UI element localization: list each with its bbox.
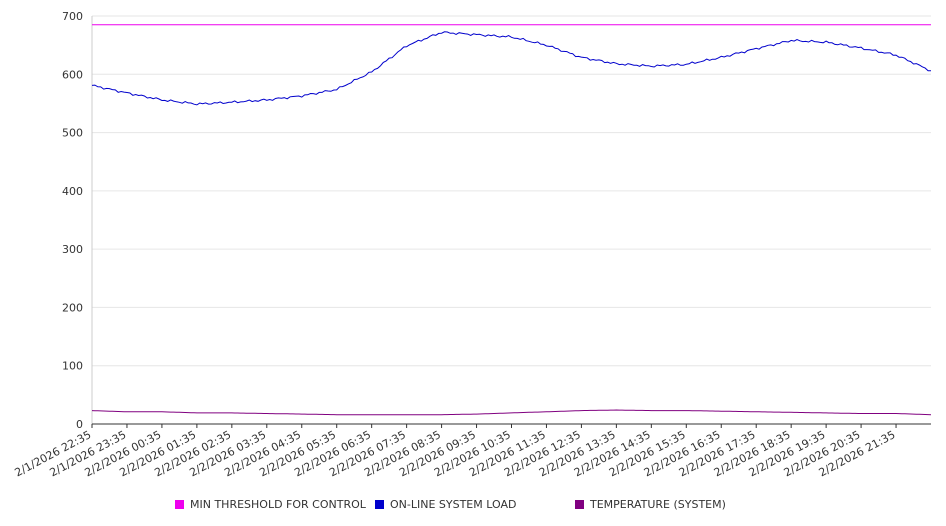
grid-lines — [92, 15, 931, 367]
y-tick-label-100: 100 — [62, 360, 83, 373]
y-tick-label-600: 600 — [62, 68, 83, 81]
y-tick-label-400: 400 — [62, 185, 83, 198]
series-line-on-line-system-load — [91, 31, 932, 106]
legend-swatch-system-load — [375, 500, 384, 509]
y-tick-label-500: 500 — [62, 127, 83, 140]
legend-swatch-temperature — [575, 500, 584, 509]
x-axis-tick-labels: 2/1/2026 22:352/1/2026 23:352/2/2026 00:… — [13, 428, 898, 479]
series-line-temperature-system — [91, 409, 932, 416]
legend-item-temperature[interactable]: TEMPERATURE (SYSTEM) — [575, 498, 726, 511]
legend-label-temperature: TEMPERATURE (SYSTEM) — [590, 498, 726, 511]
y-tick-label-700: 700 — [62, 10, 83, 23]
legend-item-min-threshold[interactable]: MIN THRESHOLD FOR CONTROL — [175, 498, 366, 511]
y-axis-tick-labels: 0 100 200 300 400 500 600 700 — [62, 10, 83, 431]
legend-label-system-load: ON-LINE SYSTEM LOAD — [390, 498, 517, 511]
legend-item-system-load[interactable]: ON-LINE SYSTEM LOAD — [375, 498, 516, 511]
legend-swatch-min-threshold — [175, 500, 184, 509]
y-tick-label-0: 0 — [76, 418, 83, 431]
axes — [91, 16, 931, 428]
series-lines — [91, 24, 932, 416]
y-tick-label-200: 200 — [62, 301, 83, 314]
chart-legend: MIN THRESHOLD FOR CONTROL ON-LINE SYSTEM… — [0, 498, 946, 516]
y-tick-label-300: 300 — [62, 243, 83, 256]
legend-label-min-threshold: MIN THRESHOLD FOR CONTROL — [190, 498, 366, 511]
